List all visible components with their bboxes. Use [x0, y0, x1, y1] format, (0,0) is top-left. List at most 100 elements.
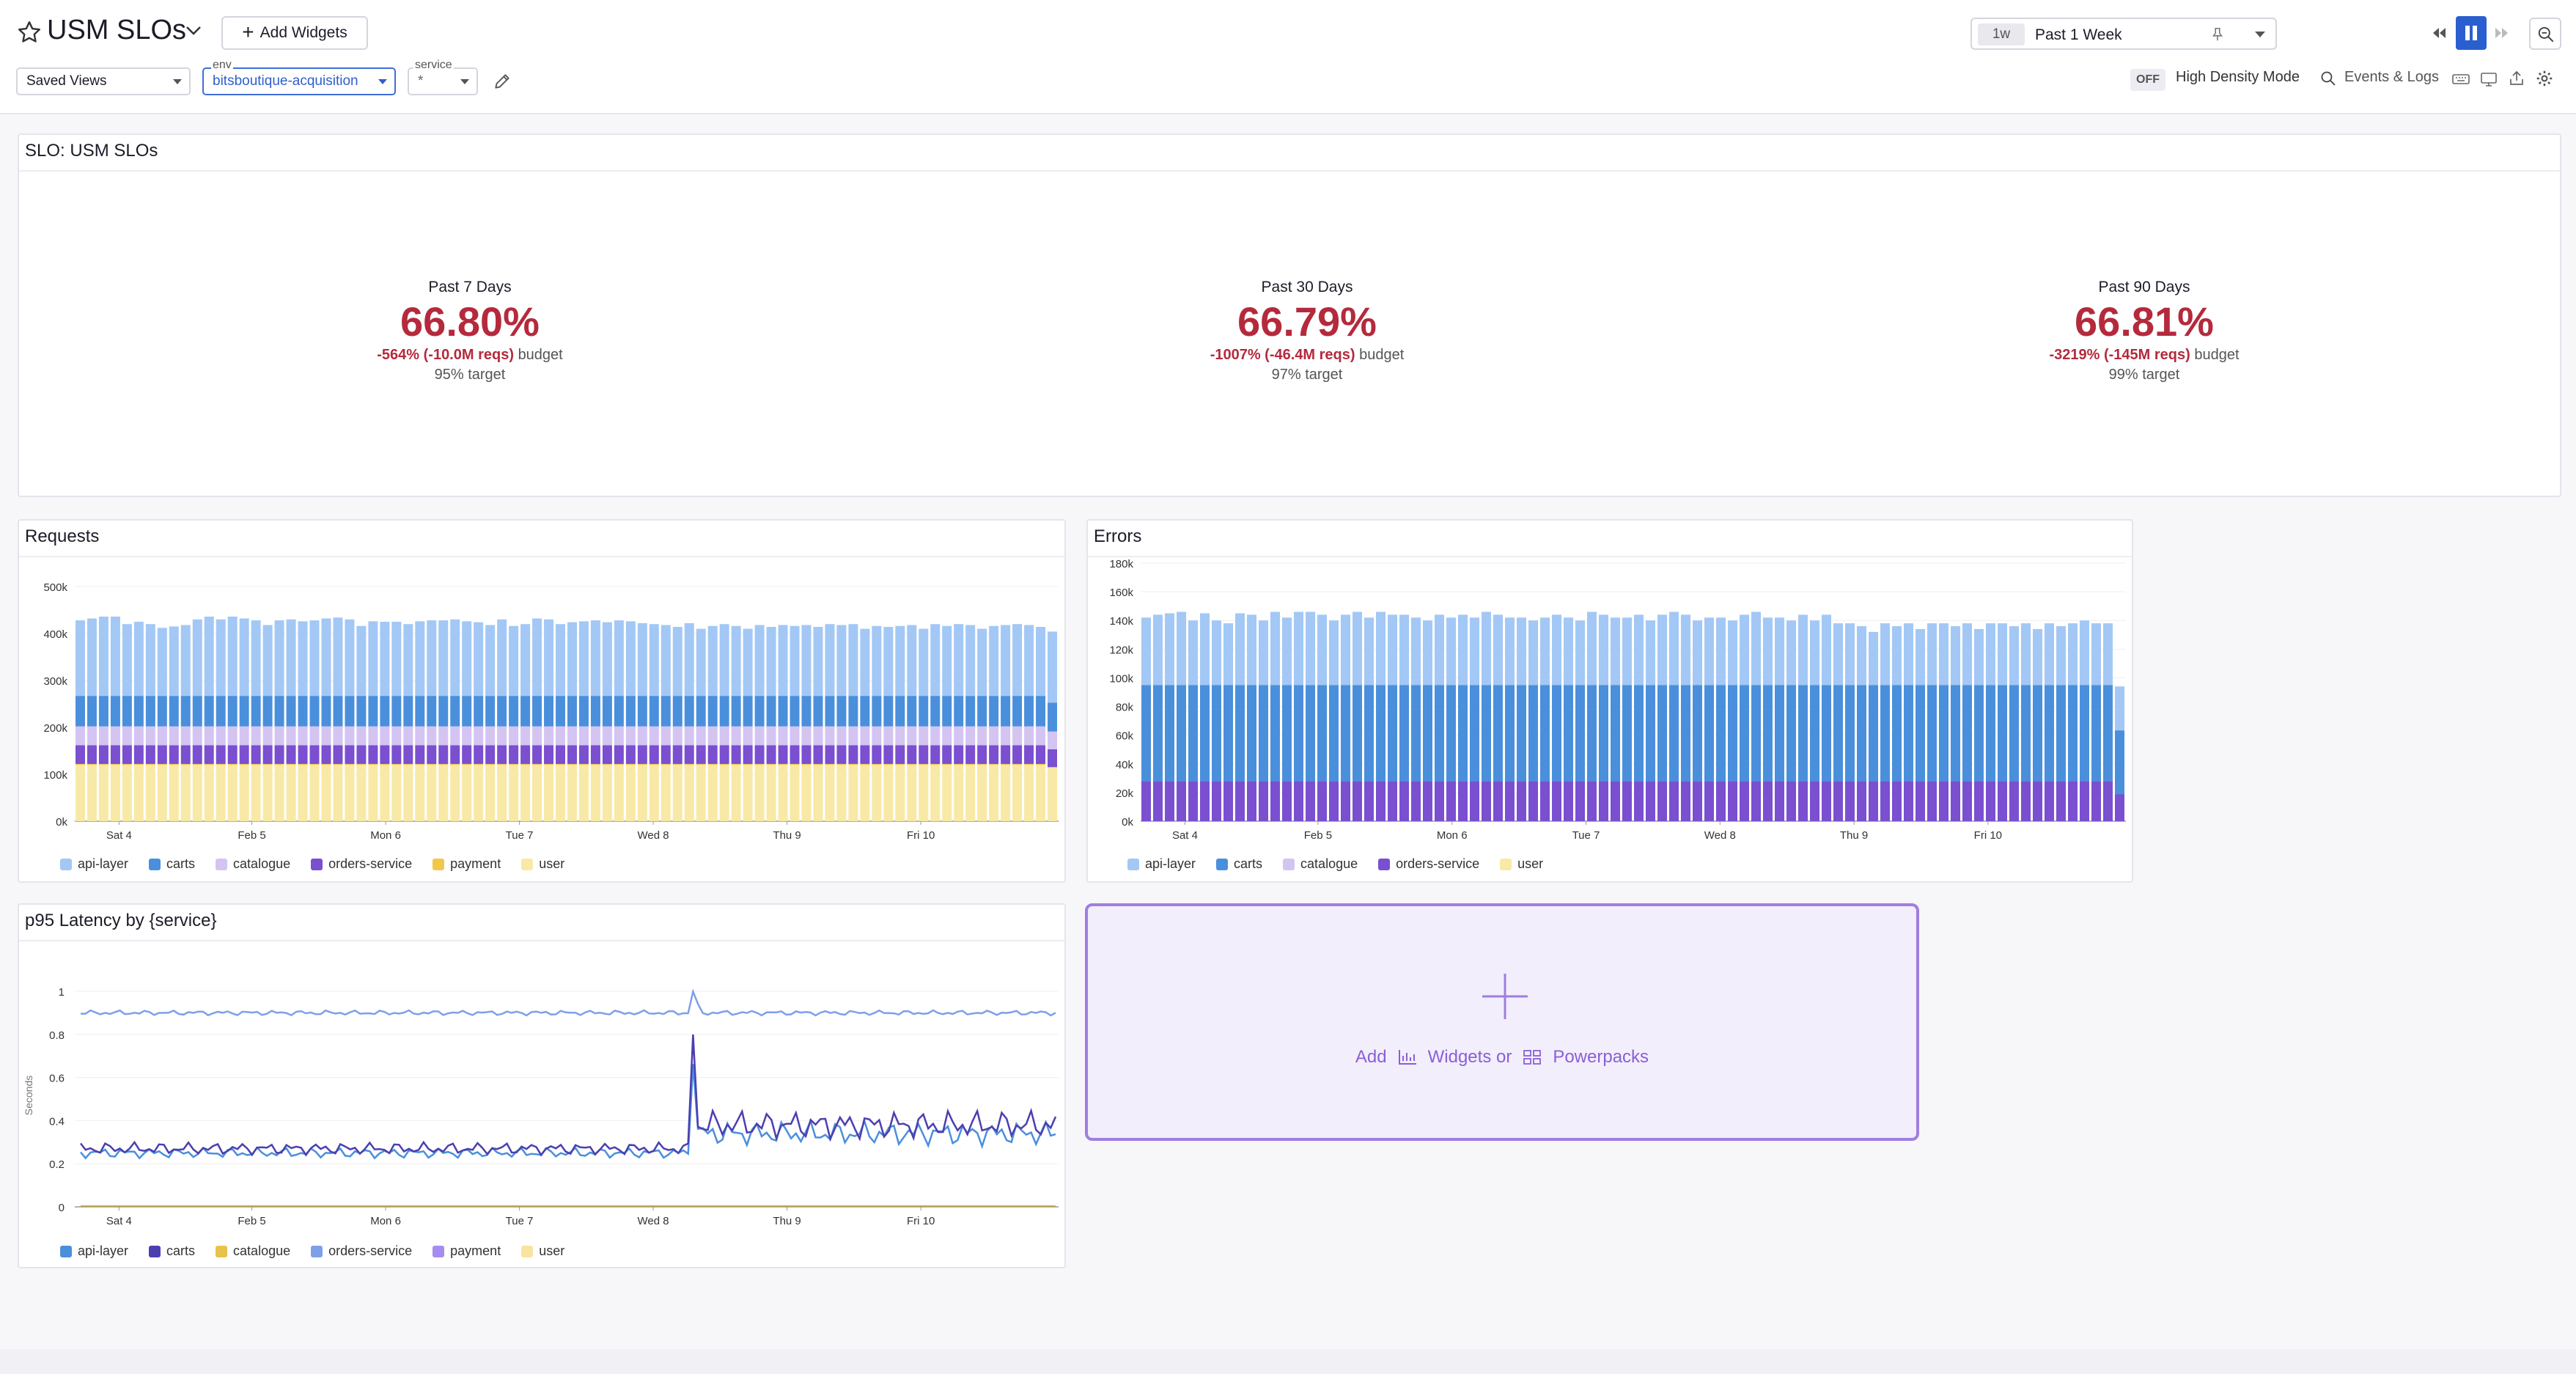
bar-segment — [614, 745, 624, 764]
bar-segment — [1775, 685, 1784, 782]
bar-segment — [672, 696, 682, 727]
bar-segment — [309, 696, 320, 727]
bar-segment — [1470, 781, 1479, 821]
requests-chart[interactable]: 0k 100k 200k 300k 400k 500k Sat 4 Feb 5 Mon 6 Tue… — [19, 521, 1064, 881]
bar-segment — [192, 726, 202, 746]
powerpacks-label[interactable]: Powerpacks — [1553, 1047, 1649, 1067]
bar-segment — [1435, 781, 1444, 821]
bar-segment — [1704, 781, 1714, 821]
legend-item[interactable]: carts — [149, 856, 195, 872]
keyboard-icon[interactable] — [2451, 70, 2470, 88]
bar-segment — [1763, 781, 1773, 821]
monitor-icon[interactable] — [2479, 70, 2498, 88]
x-tick-label: Mon 6 — [370, 1215, 401, 1227]
fast-forward-icon[interactable] — [2491, 22, 2513, 44]
zoom-out-button[interactable] — [2529, 18, 2561, 50]
legend-item[interactable]: api-layer — [60, 856, 128, 872]
legend-item[interactable]: payment — [433, 856, 501, 872]
search-icon[interactable] — [2319, 70, 2337, 87]
errors-widget[interactable]: Errors 0k 20k 40k 60k 80k 100k 120k 140k 160k 180… — [1086, 519, 2133, 883]
legend-item[interactable]: catalogue — [1283, 856, 1358, 872]
legend-swatch — [216, 858, 228, 870]
bar-segment — [485, 696, 496, 727]
widgets-or-label[interactable]: Widgets or — [1427, 1047, 1512, 1067]
bar-segment — [216, 745, 226, 764]
latency-widget[interactable]: p95 Latency by {service} 0 0.2 0.4 0.6 0.8 1 S… — [18, 903, 1066, 1268]
bar-segment — [684, 622, 694, 697]
bar-segment — [907, 726, 917, 746]
bar-segment — [754, 763, 765, 765]
slo-budget: -3219% (-145M reqs) budget — [2049, 346, 2240, 363]
legend-item[interactable]: orders-service — [311, 856, 412, 872]
density-toggle[interactable]: OFF — [2130, 69, 2165, 91]
pin-icon[interactable] — [2209, 26, 2226, 43]
legend-item[interactable]: api-layer — [60, 1243, 128, 1259]
legend-item[interactable]: api-layer — [1127, 856, 1196, 872]
chevron-down-icon[interactable] — [185, 25, 202, 37]
density-label[interactable]: High Density Mode — [2176, 69, 2300, 85]
time-range-selector[interactable]: 1w Past 1 Week — [1970, 18, 2277, 50]
bar-segment — [227, 763, 238, 765]
legend-item[interactable]: catalogue — [216, 856, 290, 872]
pencil-icon[interactable] — [493, 72, 512, 91]
gear-icon[interactable] — [2535, 69, 2554, 88]
legend-item[interactable]: orders-service — [1378, 856, 1479, 872]
requests-widget[interactable]: Requests 0k 100k 200k 300k 400k 500k Sat 4 Feb … — [18, 519, 1066, 883]
service-variable-select[interactable]: * — [408, 67, 478, 95]
bar-segment — [1482, 781, 1491, 821]
bar-segment — [87, 696, 97, 727]
errors-chart[interactable]: 0k 20k 40k 60k 80k 100k 120k 140k 160k 180k Sat 4 F… — [1088, 521, 2132, 881]
bar-segment — [1904, 685, 1913, 782]
caret-down-icon[interactable] — [2255, 32, 2265, 37]
legend-item[interactable]: carts — [149, 1243, 195, 1259]
legend-item[interactable]: carts — [1216, 856, 1262, 872]
x-tick-label: Thu 9 — [773, 829, 801, 842]
bar-segment — [1200, 781, 1210, 821]
bar-segment — [1939, 781, 1948, 821]
bar-segment — [1880, 685, 1890, 782]
legend-item[interactable]: catalogue — [216, 1243, 290, 1259]
bar-segment — [321, 763, 331, 765]
bar-segment — [1552, 781, 1561, 821]
bar-segment — [1177, 781, 1186, 821]
legend-item[interactable]: orders-service — [311, 1243, 412, 1259]
add-label[interactable]: Add — [1355, 1047, 1387, 1067]
star-icon[interactable] — [16, 19, 43, 45]
bar-segment — [813, 627, 823, 697]
bar-segment — [1951, 685, 1960, 782]
bar-segment — [133, 726, 144, 746]
bar-segment — [766, 726, 776, 746]
bar-segment — [719, 726, 729, 746]
events-logs-link[interactable]: Events & Logs — [2344, 69, 2439, 85]
slo-summary-90d[interactable]: Past 90 Days 66.81% -3219% (-145M reqs) … — [1990, 279, 2298, 383]
bar-segment — [427, 763, 437, 765]
pause-button[interactable] — [2456, 16, 2487, 50]
add-widgets-placeholder[interactable]: Add Widgets or Powerpacks — [1085, 903, 1919, 1141]
latency-chart[interactable]: 0 0.2 0.4 0.6 0.8 1 Seconds Sat 4 Feb 5 Mon 6 Tue … — [19, 905, 1064, 1267]
legend-item[interactable]: user — [521, 1243, 564, 1259]
bar-segment — [743, 628, 753, 697]
legend-item[interactable]: user — [1500, 856, 1543, 872]
share-icon[interactable] — [2507, 69, 2526, 88]
bar-segment — [1423, 685, 1432, 782]
saved-views-select[interactable]: Saved Views — [16, 67, 191, 95]
slo-summary-7d[interactable]: Past 7 Days 66.80% -564% (-10.0M reqs) b… — [316, 279, 624, 383]
bar-segment — [450, 726, 460, 746]
slo-summary-30d[interactable]: Past 30 Days 66.79% -1007% (-46.4M reqs)… — [1153, 279, 1461, 383]
bar-segment — [110, 765, 120, 821]
legend-item[interactable]: payment — [433, 1243, 501, 1259]
chart-legend: api-layer carts catalogue orders-service pay… — [60, 856, 564, 872]
legend-item[interactable]: user — [521, 856, 564, 872]
bar-segment — [766, 763, 776, 765]
add-widgets-button[interactable]: + Add Widgets — [221, 16, 368, 50]
bar-segment — [625, 765, 636, 821]
env-variable-select[interactable]: bitsboutique-acquisition — [202, 67, 396, 95]
bar-segment — [2091, 781, 2101, 821]
bar-segment — [520, 726, 531, 746]
y-tick-label: 140k — [1109, 615, 1133, 628]
bar-segment — [660, 726, 671, 746]
legend-label: orders-service — [1396, 856, 1480, 871]
rewind-icon[interactable] — [2428, 22, 2450, 44]
bar-segment — [942, 696, 952, 727]
legend-label: user — [539, 1243, 565, 1258]
